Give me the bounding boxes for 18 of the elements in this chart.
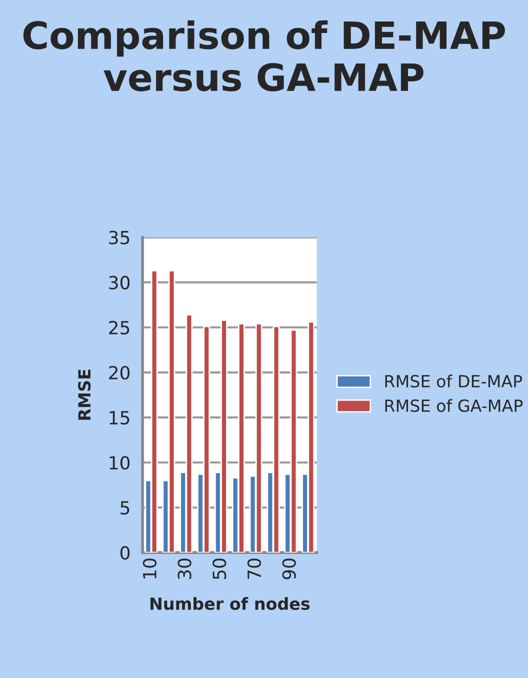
y-tick-label: 20 <box>109 366 130 380</box>
y-tick-label: 15 <box>110 411 130 425</box>
y-tick-label: 30 <box>109 276 130 290</box>
chart-title: Comparison of DE-MAP versus GA-MAP <box>23 20 505 92</box>
y-axis-title: RMSE <box>78 370 91 420</box>
x-axis-title: Number of nodes <box>150 597 310 610</box>
x-tick-label: 10 <box>142 558 157 578</box>
x-tick-label: 30 <box>178 558 192 580</box>
x-tick-label: 50 <box>212 558 226 580</box>
y-tick-label: 0 <box>120 546 130 560</box>
y-tick-label: 35 <box>109 230 130 244</box>
y-tick-label: 5 <box>120 501 130 515</box>
x-tick-label: 70 <box>247 558 262 579</box>
y-tick-label: 10 <box>110 456 130 470</box>
legend-label: RMSE of GA-MAP <box>385 399 523 412</box>
y-tick-label: 25 <box>109 320 130 334</box>
x-tick-label: 90 <box>282 558 296 580</box>
legend-label: RMSE of DE-MAP <box>385 374 522 388</box>
